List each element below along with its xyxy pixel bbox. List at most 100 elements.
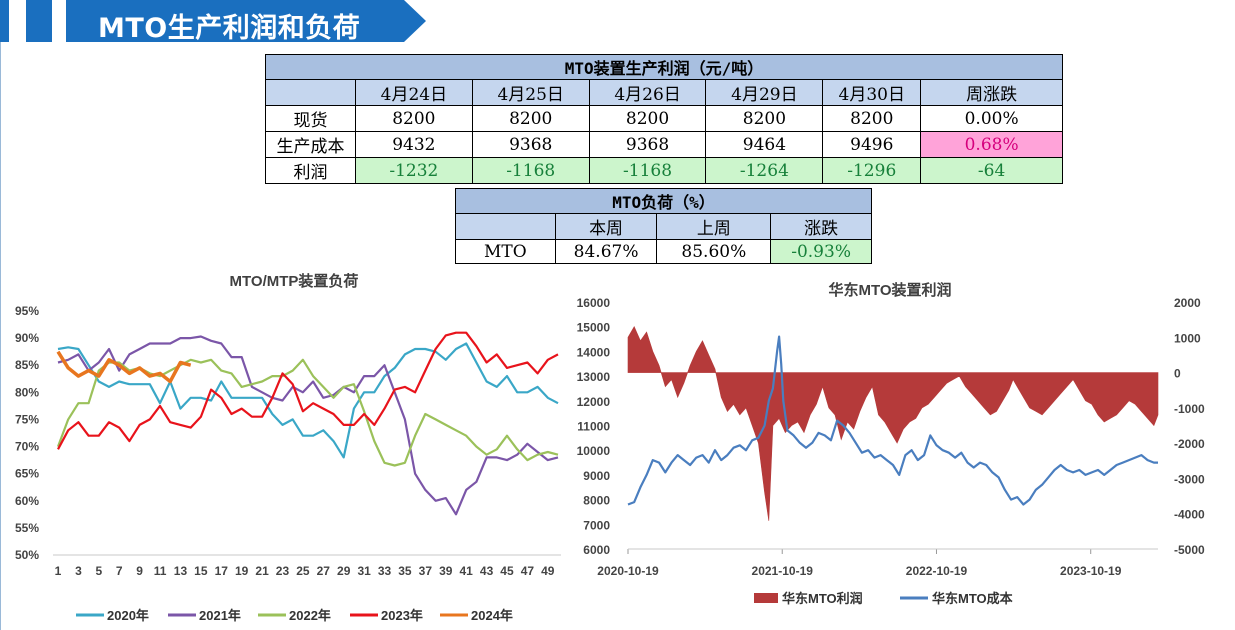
y-left-tick-label: 13000	[577, 370, 611, 384]
y-tick-label: 55%	[15, 521, 39, 535]
y-right-tick-label: -5000	[1174, 543, 1205, 557]
y-right-tick-label: -3000	[1174, 472, 1205, 486]
x-tick-label: 21	[255, 564, 269, 578]
profit-col-header: 4月26日	[588, 79, 707, 106]
table-cell: 0.00%	[920, 105, 1063, 132]
table-row: MTO 84.67% 85.60% -0.93%	[455, 239, 872, 264]
legend-label: 华东MTO成本	[932, 591, 1013, 606]
table-cell-negative: -1264	[705, 157, 824, 184]
profit-col-header: 4月25日	[471, 79, 590, 106]
table-cell-negative: -1168	[471, 157, 590, 184]
left-divider	[0, 42, 1, 630]
y-tick-label: 75%	[15, 412, 39, 426]
table-row: 生产成本 9432 9368 9368 9464 9496 0.68%	[265, 131, 1063, 158]
load-table-corner	[455, 213, 556, 240]
legend-label: 2022年	[289, 608, 331, 623]
table-cell: 8200	[705, 105, 824, 132]
table-cell: 8200	[354, 105, 473, 132]
x-tick-label: 35	[398, 564, 412, 578]
legend-label: 华东MTO利润	[782, 591, 863, 606]
profit-col-header: 4月24日	[354, 79, 473, 106]
east-china-mto-profit-chart: 华东MTO装置利润 600070008000900010000110001200…	[577, 281, 1205, 606]
x-tick-label: 43	[480, 564, 494, 578]
series-line-2021年	[57, 335, 559, 516]
y-tick-label: 50%	[15, 548, 39, 562]
y-left-tick-label: 9000	[583, 469, 610, 483]
table-cell: 84.67%	[554, 239, 658, 264]
legend-swatch	[754, 593, 778, 603]
profit-table-title-row: MTO装置生产利润（元/吨）	[265, 54, 1063, 80]
x-tick-label: 2022-10-19	[906, 564, 968, 578]
profit-table-corner	[265, 79, 356, 106]
y-right-tick-label: 1000	[1174, 331, 1201, 345]
legend-label: 2023年	[381, 608, 423, 623]
x-tick-label: 19	[235, 564, 249, 578]
series-line-2020年	[57, 342, 559, 459]
x-tick-label: 17	[215, 564, 229, 578]
table-cell-negative: -64	[920, 157, 1063, 184]
legend-label: 2024年	[471, 608, 513, 623]
y-left-tick-label: 16000	[577, 296, 611, 310]
x-tick-label: 1	[55, 564, 62, 578]
series-line-2023年	[57, 331, 559, 450]
x-tick-label: 11	[154, 564, 167, 578]
x-tick-label: 9	[136, 564, 143, 578]
x-tick-label: 2023-10-19	[1060, 564, 1122, 578]
y-left-tick-label: 14000	[577, 345, 611, 359]
y-tick-label: 85%	[15, 358, 39, 372]
table-cell: 8200	[822, 105, 922, 132]
header-accent-bar-2	[26, 0, 52, 42]
table-cell: 85.60%	[656, 239, 772, 264]
profit-col-header: 4月30日	[822, 79, 922, 106]
header-accent-bar-1	[0, 0, 9, 42]
profit-area	[627, 326, 1159, 521]
x-tick-label: 27	[317, 564, 331, 578]
table-cell-negative: -1296	[822, 157, 922, 184]
profit-col-header: 周涨跌	[920, 79, 1063, 106]
legend-label: 2021年	[199, 608, 241, 623]
chart-title: 华东MTO装置利润	[828, 281, 951, 299]
table-cell-negative: -0.93%	[770, 239, 872, 264]
x-tick-label: 2021-10-19	[752, 564, 814, 578]
load-table-title-row: MTO负荷（%）	[455, 188, 872, 214]
load-col-header: 本周	[554, 213, 658, 240]
y-tick-label: 60%	[15, 494, 39, 508]
x-tick-label: 3	[75, 564, 82, 578]
y-tick-label: 65%	[15, 467, 39, 481]
row-label: 现货	[265, 105, 356, 132]
x-tick-label: 41	[459, 564, 473, 578]
table-cell: 9432	[354, 131, 473, 158]
table-cell: 9368	[588, 131, 707, 158]
y-right-tick-label: 0	[1174, 367, 1181, 381]
series-line-2024年	[56, 350, 192, 384]
x-tick-label: 29	[337, 564, 351, 578]
x-tick-label: 25	[296, 564, 310, 578]
y-left-tick-label: 11000	[577, 420, 610, 434]
table-cell: 9496	[822, 131, 922, 158]
y-tick-label: 70%	[15, 440, 39, 454]
table-cell-negative: -1232	[354, 157, 473, 184]
table-cell-negative: -1168	[588, 157, 707, 184]
x-tick-label: 37	[419, 564, 433, 578]
row-label: 利润	[265, 157, 356, 184]
chart-title: MTO/MTP装置负荷	[230, 272, 359, 290]
y-left-tick-label: 15000	[577, 321, 611, 335]
load-table-title: MTO负荷（%）	[455, 188, 872, 214]
x-tick-label: 15	[194, 564, 208, 578]
x-tick-label: 31	[357, 564, 371, 578]
profit-table: MTO装置生产利润（元/吨） 4月24日 4月25日 4月26日 4月29日 4…	[265, 54, 1063, 184]
table-cell: 8200	[588, 105, 707, 132]
y-left-tick-label: 10000	[577, 444, 611, 458]
profit-table-header-row: 4月24日 4月25日 4月26日 4月29日 4月30日 周涨跌	[265, 79, 1063, 106]
x-tick-label: 13	[174, 564, 188, 578]
x-tick-label: 7	[116, 564, 123, 578]
table-cell: 8200	[471, 105, 590, 132]
x-tick-label: 47	[521, 564, 535, 578]
legend-label: 2020年	[107, 608, 149, 623]
cost-line	[627, 335, 1158, 506]
row-label: MTO	[455, 239, 556, 264]
load-table-header-row: 本周 上周 涨跌	[455, 213, 872, 240]
y-tick-label: 90%	[15, 331, 39, 345]
table-row: 现货 8200 8200 8200 8200 8200 0.00%	[265, 105, 1063, 132]
table-cell-highlight: 0.68%	[920, 131, 1063, 158]
